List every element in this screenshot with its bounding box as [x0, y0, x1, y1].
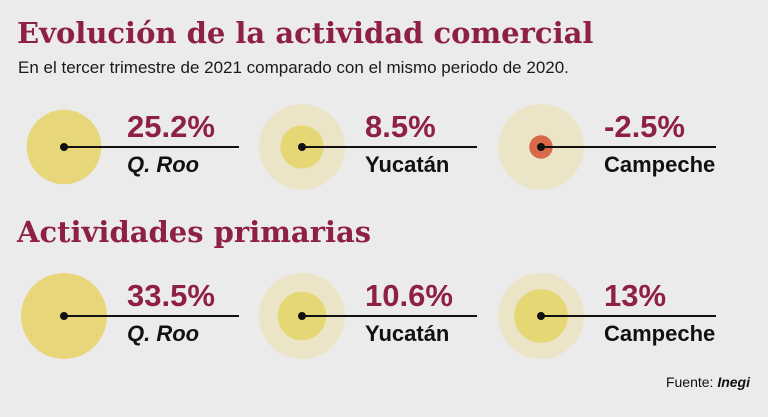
center-dot-yucatn — [298, 312, 306, 320]
center-dot-qroo — [60, 143, 68, 151]
category-label-yucatn: Yucatán — [365, 152, 449, 177]
value-label-campeche: 13% — [604, 278, 666, 313]
category-label-qroo: Q. Roo — [127, 321, 199, 346]
value-label-campeche: -2.5% — [604, 109, 685, 144]
section-subtitle: En el tercer trimestre de 2021 comparado… — [18, 58, 569, 77]
source-note: Fuente: Inegi — [666, 374, 750, 390]
section-title-primary: Actividades primarias — [17, 215, 372, 249]
value-label-qroo: 33.5% — [127, 278, 215, 313]
section-title-commercial: Evolución de la actividad comercial — [17, 16, 594, 50]
value-label-qroo: 25.2% — [127, 109, 215, 144]
center-dot-yucatn — [298, 143, 306, 151]
category-label-yucatn: Yucatán — [365, 321, 449, 346]
center-dot-campeche — [537, 312, 545, 320]
value-label-yucatn: 8.5% — [365, 109, 436, 144]
category-label-campeche: Campeche — [604, 152, 715, 177]
center-dot-qroo — [60, 312, 68, 320]
source-name: Inegi — [717, 374, 750, 390]
center-dot-campeche — [537, 143, 545, 151]
value-label-yucatn: 10.6% — [365, 278, 453, 313]
source-label: Fuente: — [665, 374, 714, 390]
category-label-qroo: Q. Roo — [127, 152, 199, 177]
category-label-campeche: Campeche — [604, 321, 715, 346]
